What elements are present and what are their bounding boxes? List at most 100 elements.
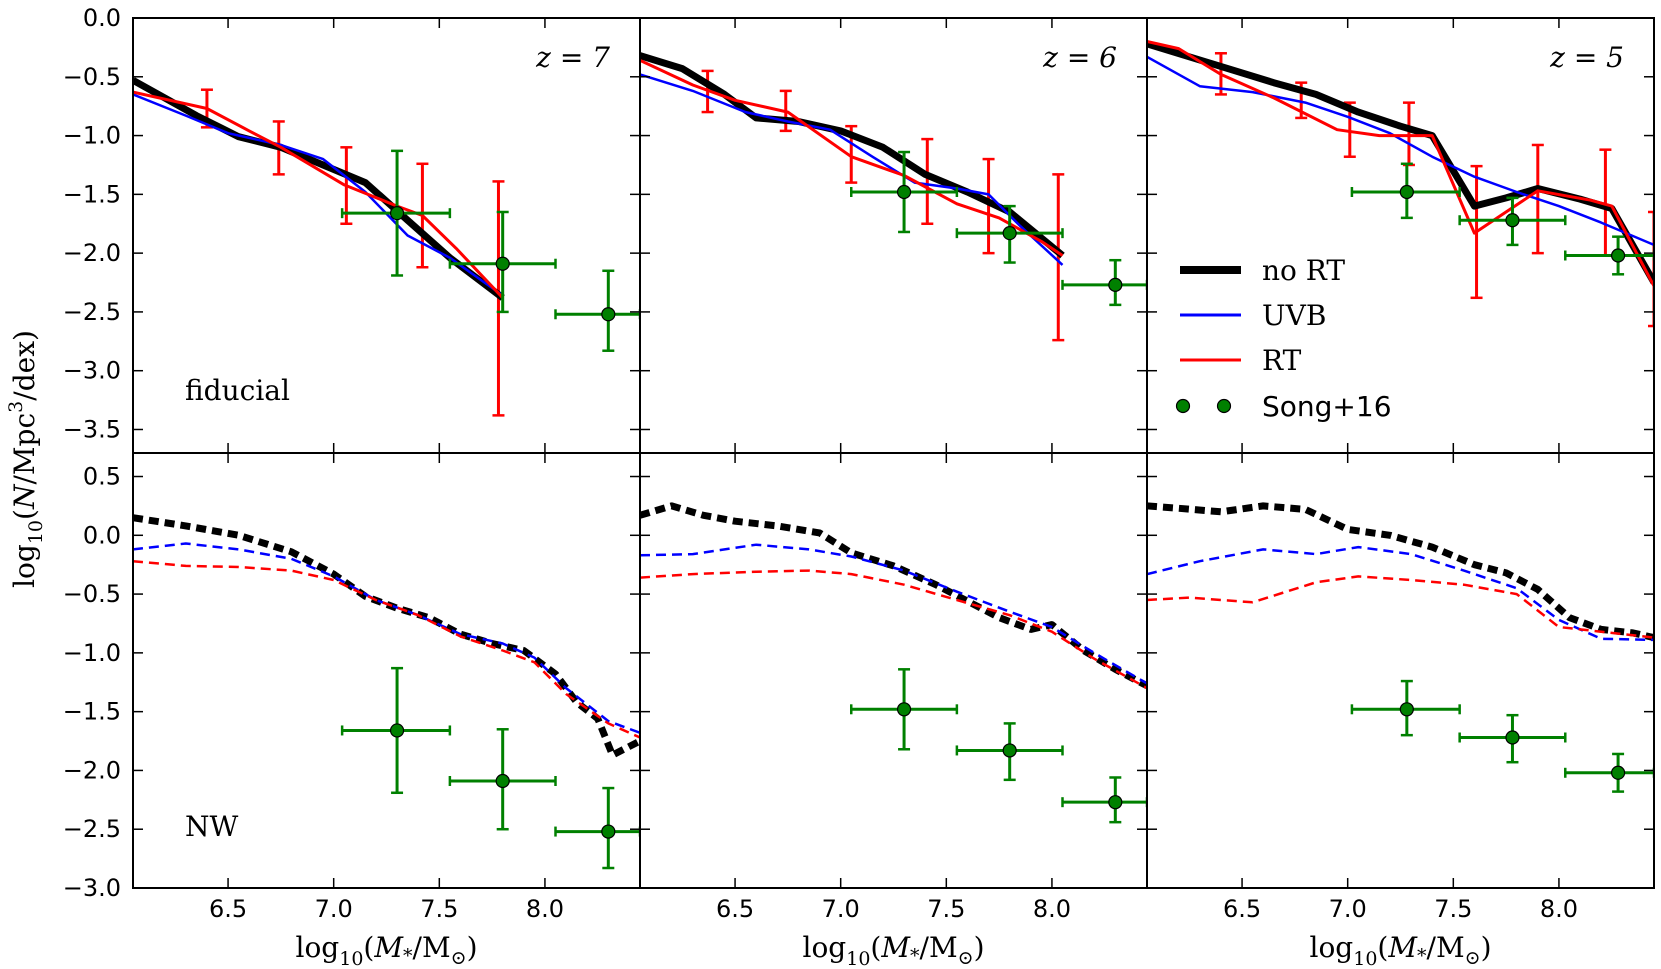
- line-fiducial-no-rt-z5: [1147, 40, 1654, 285]
- row-label-fiducial: fiducial: [185, 374, 290, 407]
- panel-frame-bottom-2: [1146, 452, 1655, 889]
- x-tick-label: 8.0: [526, 895, 564, 923]
- x-axis-label-part: M: [1387, 931, 1418, 964]
- song16-point-0: [1399, 702, 1414, 717]
- y-tick-label: −1.0: [63, 122, 121, 150]
- x-axis-label-part: ): [974, 931, 985, 964]
- y-tick-label: −1.0: [63, 639, 121, 667]
- song16-point-1: [1505, 213, 1520, 228]
- line-fiducial-uvb-z5: [1147, 55, 1654, 247]
- x-axis-label-part: ⊙: [451, 947, 467, 969]
- panel-frame-top-1: [639, 17, 1148, 454]
- panel-frame-top-2: [1146, 17, 1655, 454]
- song16-points: [1350, 679, 1654, 793]
- y-tick-label: −2.0: [63, 239, 121, 267]
- x-tick-label: 7.0: [315, 895, 353, 923]
- legend-label-song: Song+16: [1262, 390, 1392, 423]
- x-tick-label: 7.0: [1329, 895, 1367, 923]
- song16-point-2: [1108, 277, 1123, 292]
- line-nw-rt-z5: [1147, 575, 1654, 639]
- line-fiducial-uvb-z6: [640, 73, 1064, 266]
- y-tick-label: −3.0: [63, 357, 121, 385]
- y-tick-label: −2.5: [63, 298, 121, 326]
- x-axis-label: log10(M*/M⊙): [802, 931, 984, 969]
- song16-points: [850, 150, 1147, 307]
- x-axis-label-part: M: [880, 931, 911, 964]
- redshift-label-z5: z = 5: [1549, 41, 1624, 74]
- song16-points: [1350, 162, 1654, 276]
- song16-point-0: [896, 702, 912, 717]
- song16-point-1: [1002, 743, 1017, 758]
- x-tick-label: 6.5: [209, 895, 247, 923]
- x-axis-label-part: log: [1309, 931, 1353, 964]
- y-tick-label: −2.0: [63, 756, 121, 784]
- x-axis-label-part: (: [1377, 931, 1388, 964]
- legend-label-rt: RT: [1262, 344, 1302, 377]
- x-axis-labels: log10(M*/M⊙) log10(M*/M⊙) log10(M*/M⊙): [295, 931, 1491, 969]
- y-tick-label: −1.5: [63, 180, 121, 208]
- legend-label-uvb: UVB: [1262, 299, 1326, 332]
- song16-point-1: [1002, 226, 1017, 241]
- line-nw-uvb-z5: [1147, 545, 1654, 642]
- x-tick-label: 7.5: [927, 895, 965, 923]
- line-nw-no-rt-z5: [1147, 502, 1654, 642]
- line-fiducial-rt-z6: [640, 58, 1064, 257]
- line-fiducial-rt-z7: [133, 90, 504, 299]
- x-axis-label-part: ⊙: [1465, 947, 1481, 969]
- song16-point-2: [1108, 795, 1123, 810]
- panel-frame-bottom-1: [639, 452, 1148, 889]
- y-tick-label: 0.5: [83, 463, 121, 491]
- x-tick-label: 8.0: [1540, 895, 1578, 923]
- x-axis-label-part: (: [363, 931, 374, 964]
- redshift-label-z7: z = 7: [535, 41, 610, 74]
- x-tick-label: 8.0: [1033, 895, 1071, 923]
- legend-label-no-rt: no RT: [1262, 254, 1345, 287]
- x-axis-label-part: *: [910, 945, 920, 967]
- line-fiducial-no-rt-z6: [640, 52, 1065, 259]
- line-nw-no-rt-z7: [133, 514, 640, 759]
- x-axis-label-part: 10: [846, 948, 870, 969]
- x-axis-label-part: /M: [413, 931, 451, 964]
- x-axis-label-part: M: [373, 931, 404, 964]
- x-axis-label-part: ): [467, 931, 478, 964]
- y-tick-label: −2.5: [63, 815, 121, 843]
- y-tick-label: −1.5: [63, 698, 121, 726]
- x-axis-label-part: *: [403, 945, 413, 967]
- x-tick-label: 6.5: [1223, 895, 1261, 923]
- song16-point-2: [601, 824, 616, 839]
- y-tick-label: −3.0: [63, 874, 121, 902]
- x-axis-label: log10(M*/M⊙): [1309, 931, 1491, 969]
- song16-points: [850, 668, 1147, 824]
- x-tick-label: 7.5: [420, 895, 458, 923]
- x-tick-label: 7.0: [822, 895, 860, 923]
- y-tick-label: −0.5: [63, 63, 121, 91]
- x-axis-label-part: log: [802, 931, 846, 964]
- x-axis-label: log10(M*/M⊙): [295, 931, 477, 969]
- song16-point-0: [389, 206, 405, 221]
- legend-marker-song-1: [1175, 398, 1191, 414]
- x-axis-label-part: 10: [1353, 948, 1377, 969]
- song16-point-1: [495, 256, 510, 271]
- song16-point-2: [601, 307, 616, 322]
- y-tick-label: −3.5: [63, 415, 121, 443]
- x-axis-label-part: /M: [920, 931, 958, 964]
- x-axis-label-part: 10: [339, 948, 363, 969]
- x-tick-label: 6.5: [716, 895, 754, 923]
- x-axis-label-part: /M: [1427, 931, 1465, 964]
- line-nw-no-rt-z6: [640, 502, 1147, 689]
- song16-point-1: [495, 773, 510, 789]
- song16-point-0: [896, 184, 912, 200]
- x-tick-label: 7.5: [1434, 895, 1472, 923]
- y-tick-label: −0.5: [63, 580, 121, 608]
- x-axis-label-part: ⊙: [958, 947, 974, 969]
- legend: no RT UVB RT Song+16: [1175, 254, 1392, 423]
- row-label-nw: NW: [185, 810, 239, 843]
- y-axis-label: log10(N/Mpc3/dex): [5, 330, 47, 588]
- x-axis-label-part: log: [295, 931, 339, 964]
- plot-area: 0.0 −0.5 −1.0 −1.5 −2.0 −2.5 −3.0 −3.5 0.5 0.0 −0.…: [63, 4, 1655, 923]
- x-axis-label-part: (: [870, 931, 881, 964]
- line-nw-rt-z7: [133, 559, 640, 739]
- song16-point-0: [1399, 184, 1414, 200]
- song16-points: [340, 149, 640, 352]
